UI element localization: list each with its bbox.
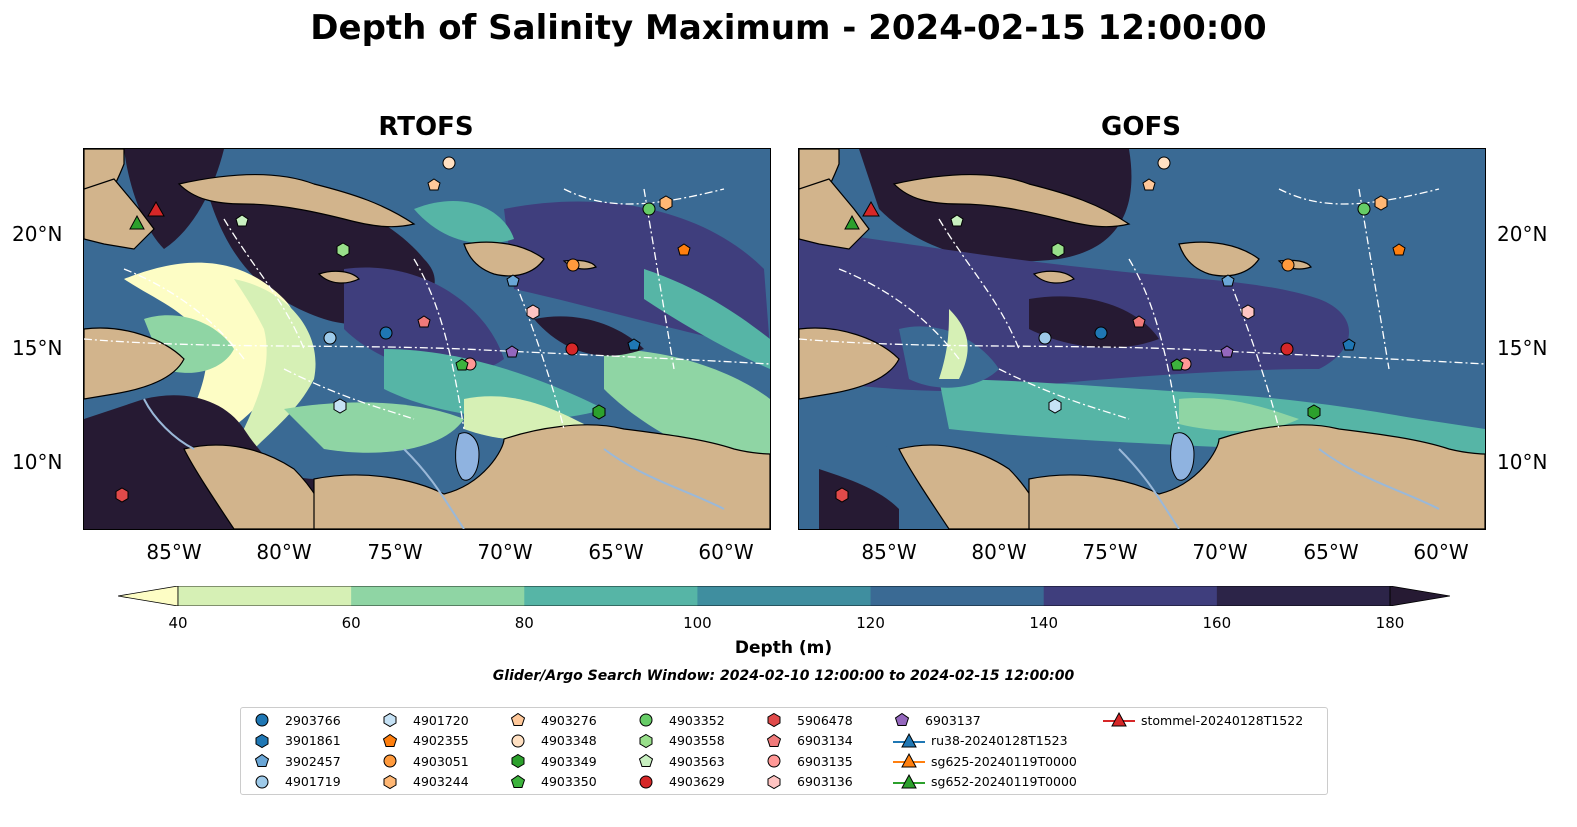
colorbar-tick: 100	[683, 614, 712, 632]
legend-item: 4903352	[637, 710, 725, 730]
colorbar-segment	[1043, 586, 1218, 606]
legend-label: 4903629	[669, 774, 725, 789]
gofs-lon-tick: 65°W	[1303, 540, 1359, 564]
colorbar-tick: 140	[1029, 614, 1059, 632]
rtofs-lon-tick: 80°W	[256, 540, 312, 564]
legend-label: 4903244	[413, 774, 469, 789]
legend-item: 4903350	[509, 772, 597, 792]
colorbar-segment	[1216, 586, 1391, 606]
legend-item: 5906478	[765, 710, 853, 730]
colorbar-tick: 40	[168, 614, 188, 632]
panel-title-rtofs: RTOFS	[378, 112, 474, 142]
legend-label: 6903134	[797, 733, 853, 748]
legend-label: 4903348	[541, 733, 597, 748]
rtofs-lat-tick: 20°N	[12, 222, 63, 246]
gofs-map[interactable]	[798, 148, 1486, 530]
gofs-lon-tick: 60°W	[1413, 540, 1469, 564]
legend-label: 3902457	[285, 753, 341, 769]
rtofs-lon-tick: 85°W	[146, 540, 202, 564]
legend-item: 3902457	[253, 751, 341, 771]
legend-item: 6903137	[893, 710, 981, 730]
panel-title-gofs: GOFS	[1101, 112, 1181, 142]
colorbar-tick: 80	[514, 614, 534, 632]
legend-label: 2903766	[285, 712, 341, 728]
gofs-lon-tick: 70°W	[1192, 540, 1248, 564]
colorbar-segment	[870, 586, 1045, 606]
legend-label: 4903563	[669, 753, 725, 769]
legend-item: 4903558	[637, 731, 725, 751]
legend-item: 3901861	[253, 731, 341, 751]
legend-label: 4901720	[413, 712, 469, 728]
legend-label: sg652-20240119T0000	[931, 774, 1077, 789]
rtofs-map-canvas	[84, 149, 770, 529]
legend-item: 4903051	[381, 751, 469, 771]
colorbar-segment	[351, 586, 525, 606]
colorbar	[118, 586, 1450, 606]
gofs-map-canvas	[799, 149, 1485, 529]
legend-item: sg652-20240119T0000	[893, 772, 1077, 792]
legend-label: 4903352	[669, 712, 725, 728]
legend-item: 6903134	[765, 731, 853, 751]
legend-label: 4903350	[541, 774, 597, 789]
legend-item: 4903349	[509, 751, 597, 771]
rtofs-lon-tick: 65°W	[588, 540, 644, 564]
rtofs-lon-tick: 60°W	[698, 540, 754, 564]
legend-item: 4903348	[509, 731, 597, 751]
search-window-caption: Glider/Argo Search Window: 2024-02-10 12…	[492, 668, 1075, 684]
colorbar-extend-min	[118, 586, 179, 606]
legend-label: stommel-20240128T1522	[1141, 712, 1304, 728]
legend-label: 4903276	[541, 712, 597, 728]
legend-label: 4902355	[413, 733, 469, 748]
figure-title: Depth of Salinity Maximum - 2024-02-15 1…	[310, 8, 1267, 48]
legend-label: 3901861	[285, 733, 341, 748]
legend-item: stommel-20240128T1522	[1103, 710, 1303, 730]
legend-label: ru38-20240128T1523	[931, 733, 1068, 748]
legend-item: 4903563	[637, 751, 725, 771]
legend: 2903766 3901861 3902457 4901719 4901720 49023…	[240, 707, 1328, 795]
gofs-lat-tick: 15°N	[1497, 336, 1548, 360]
colorbar-tick: 160	[1202, 614, 1232, 632]
colorbar-extend-max	[1389, 586, 1450, 606]
legend-item: 4901720	[381, 710, 469, 730]
legend-item: 4903629	[637, 772, 725, 792]
colorbar-segment	[178, 586, 352, 606]
gofs-lon-tick: 80°W	[971, 540, 1027, 564]
colorbar-tick: 60	[341, 614, 361, 632]
legend-item: 4901719	[253, 772, 341, 792]
legend-label: 6903136	[797, 774, 853, 789]
legend-item: 2903766	[253, 710, 341, 730]
rtofs-lat-tick: 15°N	[12, 336, 63, 360]
rtofs-map[interactable]	[83, 148, 771, 530]
colorbar-label: Depth (m)	[734, 638, 833, 658]
legend-item: 4902355	[381, 731, 469, 751]
legend-label: 4903558	[669, 733, 725, 748]
rtofs-lon-tick: 75°W	[367, 540, 423, 564]
gofs-lon-tick: 75°W	[1082, 540, 1138, 564]
colorbar-tick: 120	[856, 614, 885, 632]
legend-item: 6903135	[765, 751, 853, 771]
legend-label: 6903137	[925, 712, 981, 728]
gofs-lat-tick: 10°N	[1497, 450, 1548, 474]
legend-item: 4903276	[509, 710, 597, 730]
legend-label: 4903349	[541, 753, 597, 769]
legend-item: 4903244	[381, 772, 469, 792]
legend-item: sg625-20240119T0000	[893, 751, 1077, 771]
legend-item: 6903136	[765, 772, 853, 792]
colorbar-tick: 180	[1375, 614, 1405, 632]
rtofs-lon-tick: 70°W	[477, 540, 533, 564]
legend-label: 5906478	[797, 712, 853, 728]
legend-label: 6903135	[797, 753, 853, 769]
colorbar-segment	[524, 586, 698, 606]
gofs-lat-tick: 20°N	[1497, 222, 1548, 246]
legend-label: 4903051	[413, 753, 469, 769]
rtofs-lat-tick: 10°N	[12, 450, 63, 474]
legend-label: 4901719	[285, 774, 341, 789]
colorbar-segment	[697, 586, 872, 606]
legend-label: sg625-20240119T0000	[931, 753, 1077, 769]
legend-item: ru38-20240128T1523	[893, 731, 1068, 751]
gofs-lon-tick: 85°W	[861, 540, 917, 564]
